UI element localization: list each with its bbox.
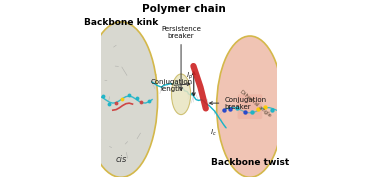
Text: Conjugation
breaker: Conjugation breaker <box>210 97 266 110</box>
Text: $l_p$: $l_p$ <box>186 71 192 82</box>
FancyBboxPatch shape <box>237 94 262 119</box>
Text: Backbone twist: Backbone twist <box>211 158 289 167</box>
Text: Polymer chain: Polymer chain <box>142 4 226 14</box>
Text: Dihedral angle: Dihedral angle <box>239 90 272 118</box>
Text: cis: cis <box>115 155 127 164</box>
Ellipse shape <box>172 74 191 115</box>
Text: Conjugation
length: Conjugation length <box>150 79 192 92</box>
Text: Persistence
breaker: Persistence breaker <box>161 26 201 90</box>
Ellipse shape <box>84 22 158 177</box>
Text: Backbone kink: Backbone kink <box>84 18 158 27</box>
Text: $l_c$: $l_c$ <box>210 128 217 138</box>
Ellipse shape <box>217 36 283 177</box>
